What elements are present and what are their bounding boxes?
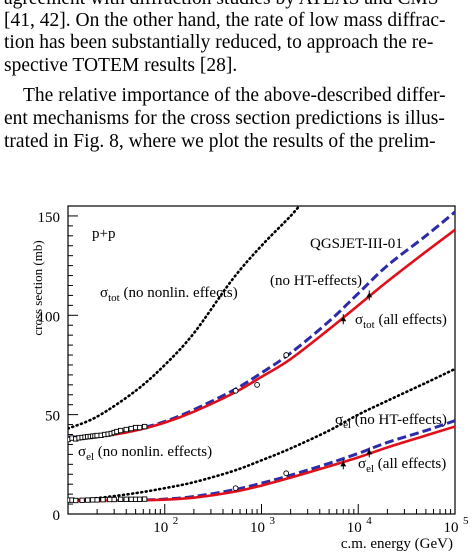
series-line-tot_noht bbox=[68, 210, 455, 439]
data-point bbox=[136, 424, 143, 431]
data-point bbox=[142, 496, 148, 502]
figure-8: 0 50 100 150 10 2 10 3 10 4 10 5 cross section (mb)… bbox=[0, 188, 474, 557]
x-tick-label-exponent: 5 bbox=[463, 515, 469, 527]
model-label: QGSJET-III-01 bbox=[310, 236, 403, 252]
series-line-tot_all bbox=[68, 228, 455, 440]
data-point bbox=[128, 425, 134, 432]
data-point bbox=[117, 427, 124, 434]
data-point bbox=[123, 426, 129, 433]
cross-section-chart: 0 50 100 150 10 2 10 3 10 4 10 5 cross section (mb)… bbox=[30, 205, 470, 552]
data-point bbox=[79, 497, 85, 503]
data-point bbox=[85, 497, 91, 503]
text-line: [41, 42]. On the other hand, the rate of… bbox=[4, 10, 446, 31]
text-line: The relative importance of the above-des… bbox=[23, 85, 446, 106]
x-tick-label: 10 bbox=[444, 520, 459, 536]
series-line-el_nonlin bbox=[68, 367, 455, 502]
x-tick-label: 10 bbox=[153, 520, 168, 536]
y-tick-label: 0 bbox=[53, 508, 61, 524]
x-axis-label: c.m. energy (GeV) bbox=[341, 536, 453, 552]
annotation-sigma-el-nonlin: σel (no nonlin. effects) bbox=[78, 444, 212, 463]
data-point bbox=[283, 470, 290, 477]
annotation-sigma-tot-all: σtot (all effects) bbox=[355, 312, 447, 331]
annotation-sigma-el-all: σel (all effects) bbox=[358, 456, 446, 475]
data-point bbox=[107, 496, 113, 503]
x-tick-label-exponent: 3 bbox=[270, 515, 276, 527]
annotation-sigma-el-noht: σel (no HT-effects) bbox=[335, 412, 447, 431]
data-point bbox=[340, 316, 347, 322]
text-line: agreement with diffraction studies by AT… bbox=[4, 0, 439, 10]
y-tick-label: 50 bbox=[45, 409, 60, 425]
annotation-sigma-tot-nonlin: σtot (no nonlin. effects) bbox=[100, 285, 238, 304]
data-point bbox=[366, 292, 373, 298]
curve-annotations: σtot (no nonlin. effects) (no HT-effects)… bbox=[78, 273, 447, 475]
data-point bbox=[73, 497, 79, 504]
text-line: tion has been substantially reduced, to … bbox=[4, 32, 434, 53]
axis-tick-labels: 0 50 100 150 10 2 10 3 10 4 10 5 bbox=[38, 210, 470, 536]
series-line-tot_nonlin bbox=[68, 206, 302, 430]
y-tick-label: 150 bbox=[38, 210, 61, 226]
data-point bbox=[366, 449, 373, 455]
data-point bbox=[123, 496, 129, 502]
annotation-no-ht-tot: (no HT-effects) bbox=[270, 273, 362, 289]
text-line: ent mechanisms for the cross section pre… bbox=[4, 108, 445, 129]
data-point bbox=[142, 423, 148, 430]
series-line-el_all bbox=[68, 425, 455, 503]
data-point bbox=[100, 497, 106, 503]
data-points-layer bbox=[68, 290, 373, 504]
x-tick-label: 10 bbox=[250, 520, 265, 536]
axis-ticks bbox=[67, 205, 452, 515]
data-point bbox=[232, 485, 239, 492]
data-point bbox=[111, 496, 117, 503]
data-point bbox=[232, 387, 239, 394]
x-tick-label-exponent: 2 bbox=[173, 515, 179, 527]
text-line: spective TOTEM results [28]. bbox=[4, 55, 238, 76]
data-point bbox=[254, 381, 260, 388]
x-tick-label: 10 bbox=[347, 520, 362, 536]
data-point bbox=[136, 496, 143, 502]
data-point bbox=[94, 497, 100, 503]
y-axis-label: cross section (mb) bbox=[30, 240, 45, 335]
data-point bbox=[283, 352, 290, 358]
text-line: trated in Fig. 8, where we plot the resu… bbox=[4, 131, 436, 152]
data-point bbox=[340, 461, 347, 467]
data-point bbox=[128, 496, 134, 502]
data-point bbox=[90, 497, 96, 503]
curves-layer bbox=[68, 206, 455, 503]
y-tick-label: 100 bbox=[38, 309, 61, 325]
data-point bbox=[117, 496, 124, 502]
x-tick-label-exponent: 4 bbox=[366, 515, 372, 527]
reaction-label: p+p bbox=[92, 226, 115, 242]
